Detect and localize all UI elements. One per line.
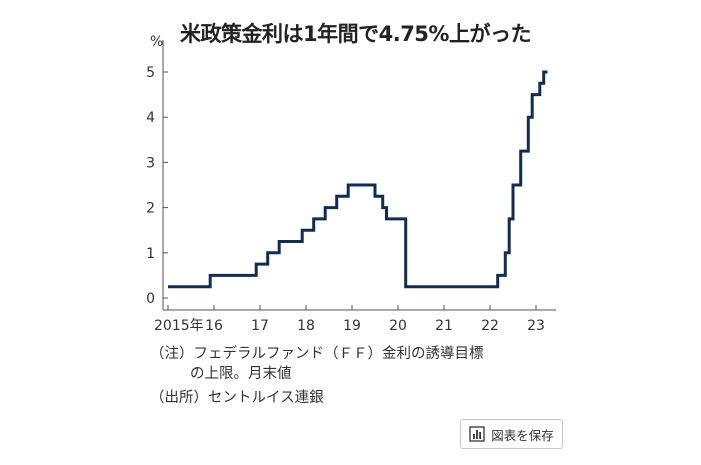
x-tick-label: 16 bbox=[205, 318, 223, 334]
chart-note-line-2: の上限。月末値 bbox=[190, 366, 292, 382]
x-tick-label: 2015年 bbox=[154, 318, 204, 334]
chart-source: （出所）セントルイス連銀 bbox=[150, 390, 324, 406]
chart-series bbox=[168, 70, 548, 289]
x-tick-label: 22 bbox=[481, 318, 499, 334]
y-tick-label: 4 bbox=[146, 110, 155, 126]
chart-title: 米政策金利は1年間で4.75%上がった bbox=[180, 22, 531, 46]
y-tick-label: 3 bbox=[146, 155, 155, 171]
y-unit-label: % bbox=[150, 34, 163, 50]
x-tick-label: 21 bbox=[435, 318, 453, 334]
y-tick-label: 0 bbox=[146, 291, 155, 307]
x-tick-label: 18 bbox=[297, 318, 315, 334]
y-tick-label: 1 bbox=[146, 246, 155, 262]
y-tick-label: 5 bbox=[146, 65, 155, 81]
rate-step-line bbox=[168, 70, 548, 289]
bar-chart-icon bbox=[469, 426, 485, 442]
x-tick-label: 20 bbox=[389, 318, 407, 334]
save-chart-label: 図表を保存 bbox=[491, 427, 554, 443]
x-tick-label: 23 bbox=[527, 318, 545, 334]
save-chart-button[interactable]: 図表を保存 bbox=[460, 419, 563, 449]
x-tick-label: 17 bbox=[251, 318, 269, 334]
chart-axes: % bbox=[150, 34, 556, 311]
chart-note-line-1: （注）フェデラルファンド（ＦＦ）金利の誘導目標 bbox=[150, 346, 484, 362]
y-tick-label: 2 bbox=[146, 201, 155, 217]
x-tick-label: 19 bbox=[343, 318, 361, 334]
